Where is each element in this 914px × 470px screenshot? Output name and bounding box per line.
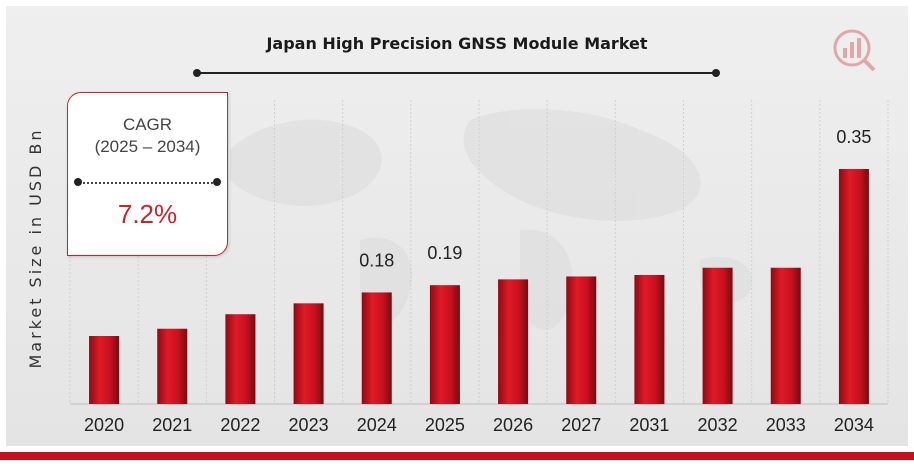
cagr-label: CAGR (122, 115, 173, 134)
title-underline-dot-left (193, 69, 201, 77)
x-tick-label-2033: 2033 (766, 415, 806, 435)
footer-accent-bar (0, 452, 914, 460)
x-tick-label-2031: 2031 (629, 415, 669, 435)
bar-2022 (225, 314, 256, 404)
x-tick-label-2025: 2025 (425, 415, 465, 435)
data-labels: 0.18 0.19 0.35 (359, 127, 871, 270)
bar-2023 (293, 303, 324, 404)
x-tick-label-2022: 2022 (220, 415, 260, 435)
x-tick-label-2020: 2020 (84, 415, 124, 435)
cagr-value: 7.2% (117, 199, 178, 229)
x-tick-label-2034: 2034 (834, 415, 874, 435)
y-axis-label: Market Size in USD Bn (26, 127, 45, 368)
bar-2027 (566, 276, 597, 404)
data-label-2025: 0.19 (427, 243, 462, 263)
cagr-divider-dot-left (74, 178, 82, 186)
data-label-2034: 0.35 (836, 127, 871, 147)
bar-2020 (89, 336, 120, 404)
bar-2021 (157, 328, 188, 404)
chart-title: Japan High Precision GNSS Module Market (265, 34, 647, 53)
cagr-divider (78, 182, 217, 184)
x-tick-label-2027: 2027 (561, 415, 601, 435)
bar-2031 (634, 275, 665, 404)
bar-2034 (838, 169, 869, 404)
grid-lines (69, 100, 889, 404)
logo-icon (833, 29, 876, 72)
title-underline-dot-right (712, 69, 720, 77)
bar-2024 (361, 292, 392, 404)
cagr-period: (2025 – 2034) (94, 137, 201, 156)
x-tick-label-2024: 2024 (357, 415, 397, 435)
x-tick-label-2032: 2032 (698, 415, 738, 435)
x-tick-label-2023: 2023 (289, 415, 329, 435)
x-tick-label-2026: 2026 (493, 415, 533, 435)
bars-group (89, 169, 869, 404)
bar-2033 (770, 267, 801, 404)
data-label-2024: 0.18 (359, 250, 394, 270)
x-tick-label-2021: 2021 (152, 415, 192, 435)
bar-2032 (702, 267, 733, 404)
bar-2025 (429, 285, 460, 404)
cagr-divider-dot-right (213, 178, 221, 186)
cagr-callout: CAGR (2025 – 2034) 7.2% (67, 92, 228, 256)
x-tick-labels: 2020 2021 2022 2023 2024 2025 2026 2027 2031 2032… (84, 415, 874, 435)
bar-2026 (498, 279, 529, 404)
